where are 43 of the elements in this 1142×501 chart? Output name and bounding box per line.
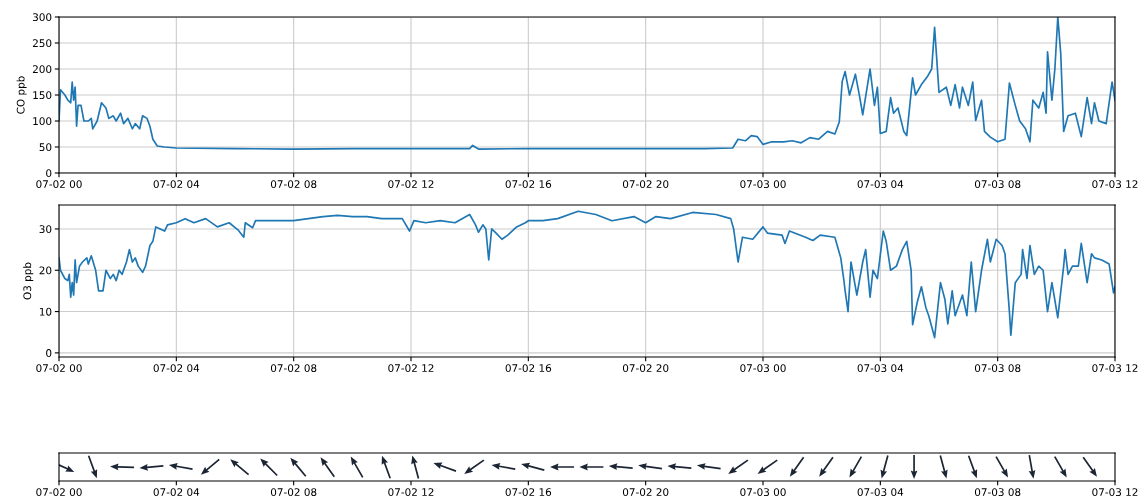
x-tick-label: 07-03 00 (740, 364, 786, 373)
x-tick-label: 07-02 12 (388, 180, 434, 189)
x-tick-label: 07-02 00 (36, 180, 82, 189)
x-tick-label: 07-03 04 (857, 180, 904, 189)
text: 07-02 12 (388, 488, 434, 497)
text: 07-02 04 (153, 488, 200, 497)
text: 07-02 16 (505, 488, 552, 497)
y-tick-label: 300 (32, 13, 52, 22)
text: 07-03 04 (857, 488, 904, 497)
x-tick-label: 07-02 20 (622, 364, 669, 373)
x-tick-label: 07-02 08 (270, 180, 317, 189)
y-tick-label: 20 (39, 266, 52, 275)
text: 07-03 12 (1092, 488, 1138, 497)
x-tick-label: 07-02 00 (36, 364, 82, 373)
x-tick-label: 07-02 08 (270, 364, 317, 373)
text: 07-02 08 (270, 488, 317, 497)
y-tick-label: 50 (39, 143, 52, 152)
x-tick-label: 07-03 00 (740, 180, 786, 189)
x-tick-label: 07-03 12 (1092, 180, 1138, 189)
y-tick-label: 200 (32, 65, 52, 74)
x-tick-label: 07-03 08 (974, 180, 1021, 189)
y-axis-title: CO ppb (16, 76, 27, 114)
x-tick-label: 07-02 04 (153, 180, 200, 189)
x-tick-label: 07-02 16 (505, 180, 552, 189)
y-tick-label: 0 (46, 349, 52, 357)
text: 07-03 00 (740, 488, 786, 497)
y-tick-label: 150 (33, 91, 52, 100)
x-tick-label: 07-02 20 (622, 180, 669, 189)
x-tick-label: 07-03 04 (857, 364, 904, 373)
x-tick-label: 07-02 04 (153, 364, 200, 373)
x-tick-label: 07-03 08 (974, 364, 1021, 373)
text: 07-03 08 (974, 488, 1021, 497)
x-tick-label: 07-02 16 (505, 364, 552, 373)
y-tick-label: 30 (39, 225, 52, 234)
y-tick-label: 100 (33, 117, 52, 126)
x-tick-label: 07-03 12 (1092, 364, 1138, 373)
x-tick-label: 07-02 12 (388, 364, 434, 373)
y-tick-label: 0 (46, 169, 52, 178)
text: 07-02 00 (36, 488, 82, 497)
y-tick-label: 10 (39, 307, 52, 316)
y-axis-title: O3 ppb (23, 262, 34, 300)
y-tick-label: 250 (32, 39, 52, 48)
text: 07-02 20 (622, 488, 669, 497)
